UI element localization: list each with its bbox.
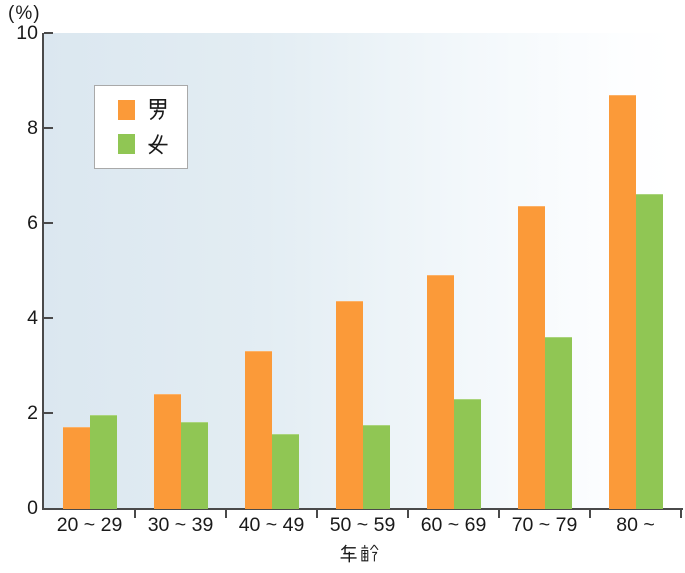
x-tick-2 <box>225 510 227 518</box>
bar-male-50-59 <box>336 301 363 509</box>
kanji-glyph <box>149 99 167 121</box>
y-tick-2 <box>44 412 53 414</box>
x-tick-1 <box>134 510 136 518</box>
x-category-label-2: 30 ~ 39 <box>147 514 214 536</box>
x-tick-6 <box>589 510 591 518</box>
legend-swatch-female <box>118 134 135 155</box>
legend-label-male <box>146 98 170 121</box>
x-tick-3 <box>316 510 318 518</box>
kanji-glyph <box>361 544 379 562</box>
bar-female-20-29 <box>90 415 117 509</box>
x-tick-7 <box>680 510 682 518</box>
bar-male-30-39 <box>154 394 181 509</box>
y-tick-label-6: 6 <box>27 212 38 234</box>
bar-female-60-69 <box>454 399 481 509</box>
x-category-label-7: 80 ~ <box>616 514 655 536</box>
y-tick-10 <box>44 32 53 34</box>
x-category-label-3: 40 ~ 49 <box>238 514 305 536</box>
legend-item-female <box>118 133 187 156</box>
x-category-label-5: 60 ~ 69 <box>420 514 487 536</box>
x-axis-line <box>42 508 683 510</box>
y-tick-6 <box>44 222 53 224</box>
legend <box>94 85 188 169</box>
x-tick-5 <box>498 510 500 518</box>
y-tick-8 <box>44 127 53 129</box>
y-tick-label-2: 2 <box>27 402 38 424</box>
x-axis-title <box>44 544 674 567</box>
bar-male-70-79 <box>518 206 545 509</box>
bar-male-20-29 <box>63 427 90 509</box>
y-axis-line <box>42 33 44 510</box>
y-tick-label-8: 8 <box>27 117 38 139</box>
bar-female-50-59 <box>363 425 390 509</box>
bar-male-80plus <box>609 95 636 509</box>
legend-item-male <box>118 98 187 121</box>
bar-male-60-69 <box>427 275 454 509</box>
x-category-label-1: 20 ~ 29 <box>56 514 123 536</box>
x-category-label-4: 50 ~ 59 <box>329 514 396 536</box>
kanji-glyph <box>340 544 357 563</box>
x-tick-4 <box>407 510 409 518</box>
x-category-label-6: 70 ~ 79 <box>511 514 578 536</box>
y-axis-unit-label: (%) <box>8 3 41 24</box>
y-tick-label-10: 10 <box>16 22 38 44</box>
kanji-glyph <box>148 133 168 154</box>
y-tick-label-4: 4 <box>27 307 38 329</box>
y-tick-4 <box>44 317 53 319</box>
bar-female-70-79 <box>545 337 572 509</box>
bar-female-80plus <box>636 194 663 509</box>
legend-swatch-male <box>118 99 135 120</box>
y-tick-label-0: 0 <box>27 497 38 519</box>
bar-female-40-49 <box>272 434 299 509</box>
legend-label-female <box>146 133 170 156</box>
bar-male-40-49 <box>245 351 272 509</box>
bar-female-30-39 <box>181 422 208 509</box>
